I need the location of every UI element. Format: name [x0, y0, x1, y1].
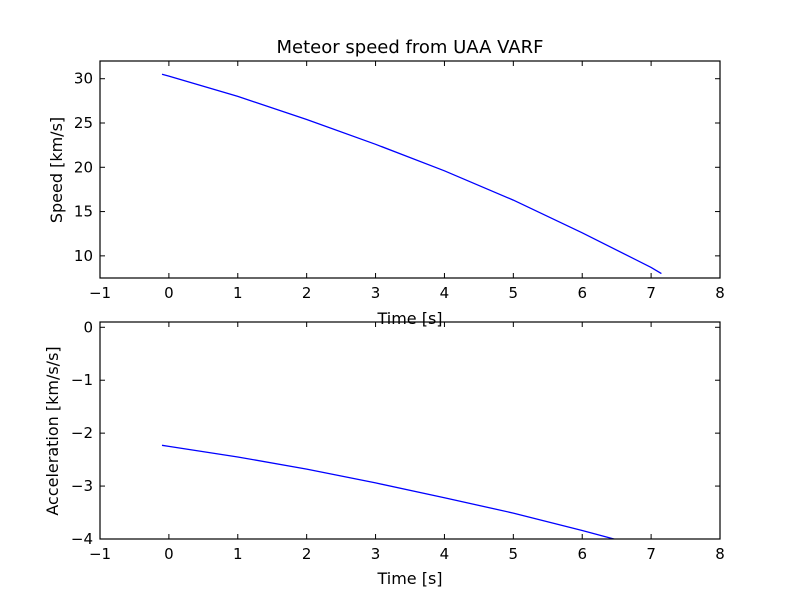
x-tick-label: 5 — [509, 545, 519, 563]
x-tick-label: 7 — [646, 284, 656, 302]
x-tick-label: 8 — [715, 545, 725, 563]
y-tick-label: 15 — [74, 203, 93, 221]
x-tick-label: 4 — [440, 545, 450, 563]
x-tick-label: −1 — [89, 545, 111, 563]
x-tick-label: 5 — [509, 284, 519, 302]
y-tick-label: −2 — [71, 424, 93, 442]
speed-plot: Meteor speed from UAA VARF Time [s] Spee… — [47, 37, 725, 328]
y-tick-label: −4 — [71, 530, 93, 548]
x-tick-label: 2 — [302, 284, 312, 302]
x-tick-label: 4 — [440, 284, 450, 302]
speed-plot-title: Meteor speed from UAA VARF — [277, 37, 544, 58]
speed-plot-ylabel: Speed [km/s] — [47, 117, 66, 223]
speed-plot-frame — [99, 60, 721, 279]
acceleration-plot-ylabel: Acceleration [km/s/s] — [43, 346, 62, 515]
acceleration-plot-lines — [161, 444, 617, 539]
series-line — [161, 444, 617, 539]
y-tick-label: −3 — [71, 477, 93, 495]
y-tick-label: 10 — [74, 247, 93, 265]
x-tick-label: 3 — [371, 545, 381, 563]
speed-plot-xlabel: Time [s] — [376, 309, 442, 328]
y-tick-label: 25 — [74, 114, 93, 132]
x-tick-label: 6 — [577, 545, 587, 563]
speed-plot-ticks: −1 0 1 2 3 4 5 6 7 8 10 15 20 25 30 — [74, 61, 725, 302]
y-tick-label: 20 — [74, 158, 93, 176]
acceleration-plot: Time [s] Acceleration [km/s/s] −1 0 1 2 3 4 5 6… — [43, 318, 725, 588]
acceleration-plot-frame — [99, 321, 721, 540]
y-tick-label: 30 — [74, 70, 93, 88]
y-tick-label: −1 — [71, 371, 93, 389]
x-tick-label: 7 — [646, 545, 656, 563]
x-tick-label: 1 — [233, 284, 243, 302]
acceleration-plot-xlabel: Time [s] — [376, 569, 442, 588]
acceleration-plot-ticks: −1 0 1 2 3 4 5 6 7 8 0 −1 −2 −3 −4 — [71, 318, 725, 563]
x-tick-label: 8 — [715, 284, 725, 302]
speed-plot-lines — [161, 73, 662, 275]
x-tick-label: 0 — [164, 545, 174, 563]
x-tick-label: 3 — [371, 284, 381, 302]
x-tick-label: 1 — [233, 545, 243, 563]
y-tick-label: 0 — [83, 318, 93, 336]
x-tick-label: −1 — [89, 284, 111, 302]
x-tick-label: 2 — [302, 545, 312, 563]
x-tick-label: 0 — [164, 284, 174, 302]
series-line — [161, 73, 662, 275]
x-tick-label: 6 — [577, 284, 587, 302]
